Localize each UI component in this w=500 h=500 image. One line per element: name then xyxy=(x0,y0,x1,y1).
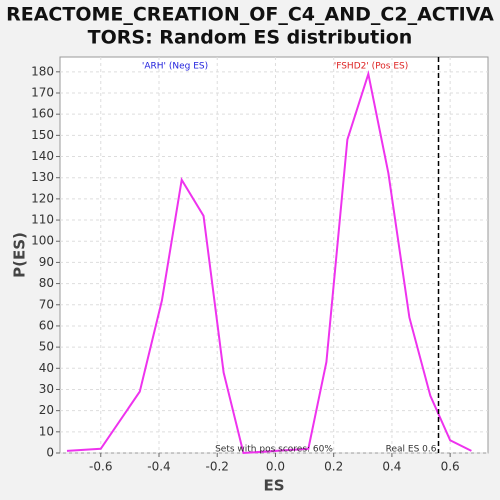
y-tick-label: 110 xyxy=(31,213,54,227)
x-tick-label: 0.2 xyxy=(324,460,343,474)
y-tick-label: 140 xyxy=(31,149,54,163)
x-axis-label: ES xyxy=(263,477,284,495)
real-es-label: Real ES 0.6 xyxy=(386,445,437,455)
x-tick-label: 0.6 xyxy=(441,460,460,474)
x-tick-label: 0.4 xyxy=(382,460,401,474)
y-tick-label: 120 xyxy=(31,191,54,205)
y-tick-label: 20 xyxy=(39,403,54,417)
y-tick-label: 180 xyxy=(31,64,54,78)
x-tick-label: -0.6 xyxy=(89,460,112,474)
y-tick-label: 30 xyxy=(39,382,54,396)
x-tick-label: -0.4 xyxy=(147,460,170,474)
x-tick-label: 0.0 xyxy=(266,460,285,474)
y-tick-label: 100 xyxy=(31,234,54,248)
y-tick-label: 60 xyxy=(39,318,54,332)
y-axis-label: P(ES) xyxy=(11,232,29,278)
annotation: 'FSHD2' (Pos ES) xyxy=(334,62,409,72)
y-tick-label: 70 xyxy=(39,297,54,311)
y-tick-label: 130 xyxy=(31,170,54,184)
plot-area xyxy=(59,56,489,454)
x-tick-label: -0.2 xyxy=(206,460,229,474)
y-tick-label: 150 xyxy=(31,128,54,142)
y-tick-label: 90 xyxy=(39,255,54,269)
y-tick-label: 40 xyxy=(39,361,54,375)
y-tick-label: 0 xyxy=(46,446,54,460)
annotation: Sets with pos scores: 60% xyxy=(215,445,333,455)
data-line xyxy=(66,69,472,455)
y-tick-label: 80 xyxy=(39,276,54,290)
y-tick-label: 170 xyxy=(31,86,54,100)
chart-title: TORS: Random ES distribution xyxy=(88,27,413,49)
y-tick-label: 10 xyxy=(39,424,54,438)
y-tick-label: 50 xyxy=(39,340,54,354)
y-tick-label: 160 xyxy=(31,107,54,121)
annotation: 'ARH' (Neg ES) xyxy=(142,62,208,72)
chart-title: REACTOME_CREATION_OF_C4_AND_C2_ACTIVA xyxy=(6,4,494,26)
